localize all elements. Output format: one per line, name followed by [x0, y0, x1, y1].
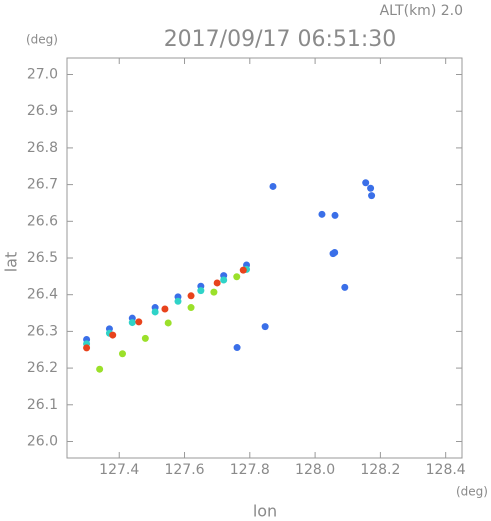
- x-tick-label: 128.0: [295, 462, 335, 478]
- plot-frame: [66, 57, 463, 459]
- echo-point: [318, 210, 326, 218]
- subtitle: ALT(km) 2.0: [380, 3, 463, 19]
- y-tick-label: 26.0: [27, 433, 58, 449]
- echo-point: [128, 319, 136, 327]
- echo-point: [164, 319, 172, 327]
- echo-point: [239, 266, 247, 274]
- y-tick-label: 26.7: [27, 177, 58, 193]
- chart-title: 2017/09/17 06:51:30: [164, 27, 397, 52]
- echo-point: [174, 297, 182, 305]
- y-tick-label: 26.2: [27, 360, 58, 376]
- y-tick-label: 26.1: [27, 397, 58, 413]
- echo-point: [210, 288, 218, 296]
- echo-point: [187, 304, 195, 312]
- echo-point: [220, 276, 228, 284]
- echo-point: [161, 305, 169, 313]
- echo-point: [367, 184, 375, 192]
- echo-point: [96, 365, 104, 373]
- echo-point: [341, 283, 349, 291]
- y-tick-label: 26.5: [27, 250, 58, 266]
- echo-point: [331, 211, 339, 219]
- x-tick-label: 128.4: [426, 462, 466, 478]
- echo-point: [331, 248, 339, 256]
- echo-point: [109, 331, 117, 339]
- echo-point: [213, 279, 221, 287]
- echo-point: [151, 308, 159, 316]
- y-unit: (deg): [26, 33, 58, 47]
- y-tick-label: 26.3: [27, 323, 58, 339]
- echo-point: [187, 292, 195, 300]
- y-tick-label: 26.8: [27, 140, 58, 156]
- x-unit: (deg): [456, 485, 488, 499]
- x-label: lon: [253, 502, 277, 521]
- y-tick-label: 26.9: [27, 103, 58, 119]
- echo-point: [362, 179, 370, 187]
- echo-point: [135, 318, 143, 326]
- echo-point: [83, 344, 91, 352]
- echo-point: [233, 273, 241, 281]
- echo-point: [197, 287, 205, 295]
- echo-point: [368, 192, 376, 200]
- y-tick-label: 26.4: [27, 287, 58, 303]
- echo-point: [141, 334, 149, 342]
- x-tick-label: 127.8: [230, 462, 270, 478]
- echo-point: [269, 182, 277, 190]
- echo-point: [118, 350, 126, 358]
- echo-point: [261, 323, 269, 331]
- echo-point: [233, 344, 241, 352]
- x-tick-label: 127.4: [99, 462, 139, 478]
- x-tick-label: 127.6: [164, 462, 204, 478]
- y-tick-label: 26.6: [27, 213, 58, 229]
- y-tick-label: 27.0: [27, 67, 58, 83]
- x-tick-label: 128.2: [360, 462, 400, 478]
- y-label: lat: [2, 252, 21, 273]
